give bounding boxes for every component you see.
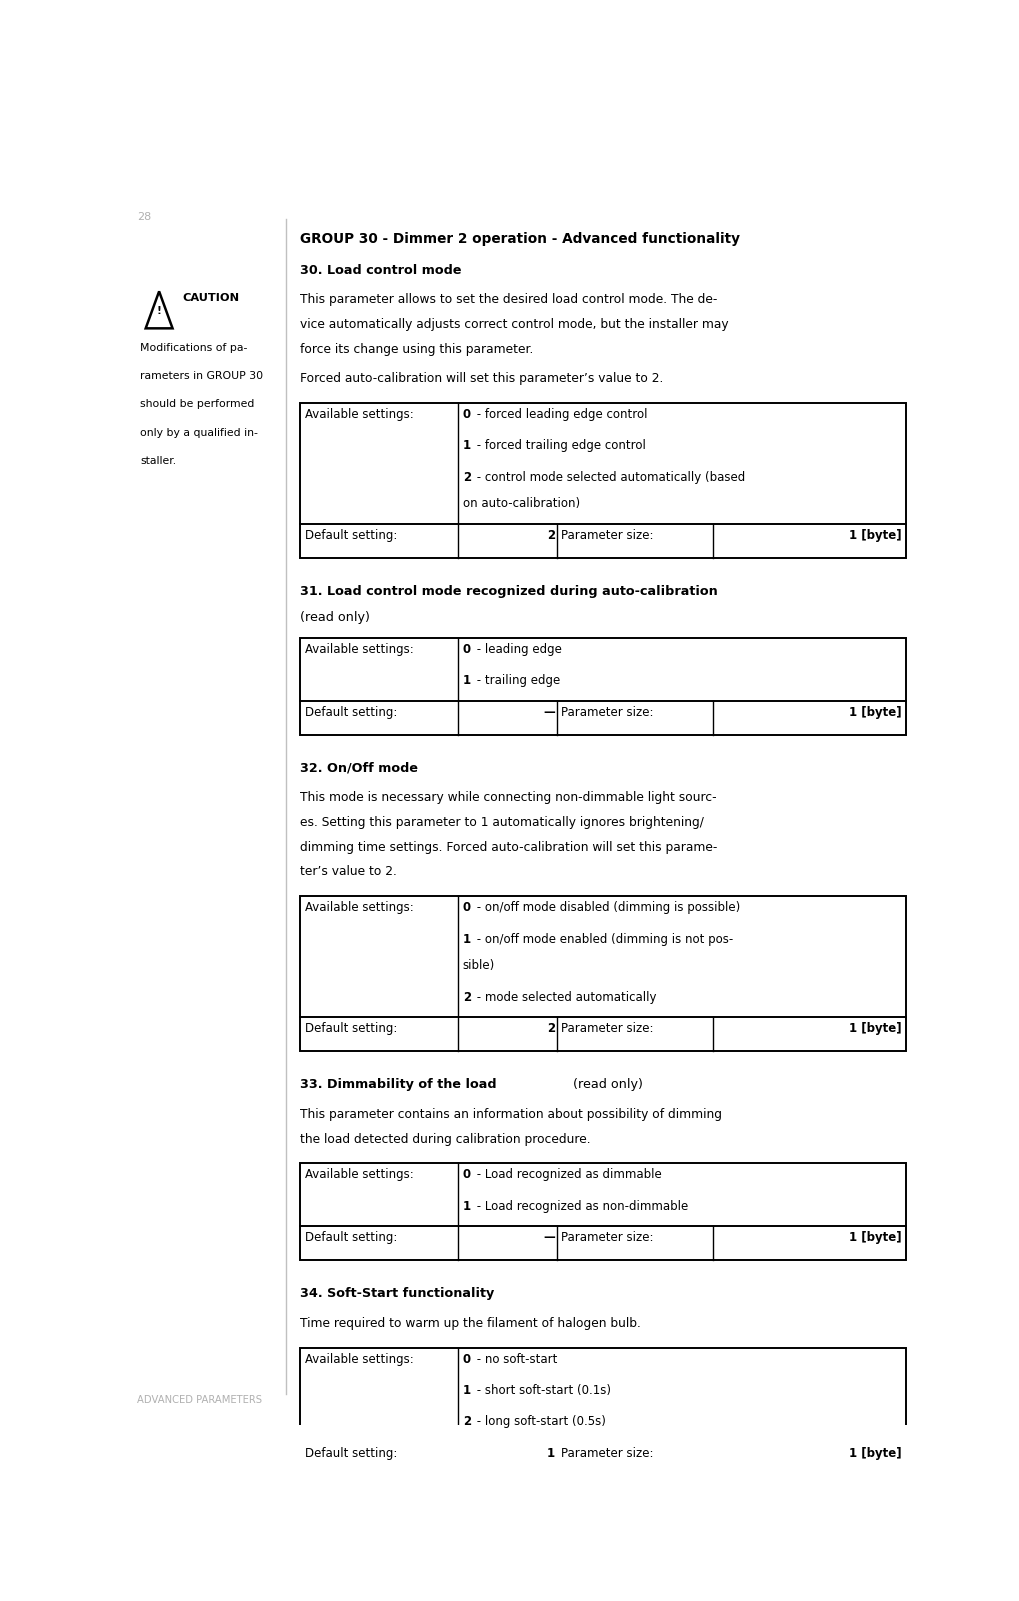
Text: staller.: staller.: [140, 456, 176, 466]
Text: Default setting:: Default setting:: [305, 706, 396, 719]
Text: —: —: [543, 706, 554, 719]
Text: CAUTION: CAUTION: [181, 293, 238, 303]
Text: 2: 2: [463, 991, 471, 1004]
Text: rameters in GROUP 30: rameters in GROUP 30: [140, 371, 263, 381]
Text: 2: 2: [546, 1021, 554, 1036]
Text: dimming time settings. Forced auto-calibration will set this parame-: dimming time settings. Forced auto-calib…: [300, 841, 716, 853]
Text: —: —: [543, 1231, 554, 1244]
Bar: [300, 1348, 905, 1476]
Text: 2: 2: [463, 471, 471, 484]
Text: Available settings:: Available settings:: [305, 408, 413, 421]
Text: Parameter size:: Parameter size:: [560, 1447, 653, 1460]
Text: - Load recognized as non-dimmable: - Load recognized as non-dimmable: [473, 1199, 688, 1212]
Text: Available settings:: Available settings:: [305, 644, 413, 656]
Text: only by a qualified in-: only by a qualified in-: [140, 427, 258, 437]
Text: on auto-calibration): on auto-calibration): [463, 498, 579, 511]
Text: 28: 28: [137, 211, 151, 223]
Text: GROUP 30 - Dimmer 2 operation - Advanced functionality: GROUP 30 - Dimmer 2 operation - Advanced…: [300, 232, 739, 245]
Bar: [300, 897, 905, 1052]
Text: Available settings:: Available settings:: [305, 1353, 413, 1366]
Text: ADVANCED PARAMETERS: ADVANCED PARAMETERS: [137, 1394, 262, 1406]
Text: - long soft-start (0.5s): - long soft-start (0.5s): [473, 1415, 605, 1428]
Text: should be performed: should be performed: [140, 399, 255, 410]
Text: 0: 0: [463, 408, 471, 421]
Text: - Load recognized as dimmable: - Load recognized as dimmable: [473, 1169, 661, 1182]
Text: - no soft-start: - no soft-start: [473, 1353, 556, 1366]
Text: 1: 1: [463, 1199, 471, 1212]
Text: Parameter size:: Parameter size:: [560, 706, 653, 719]
Text: Default setting:: Default setting:: [305, 1447, 396, 1460]
Text: 31. Load control mode recognized during auto-calibration: 31. Load control mode recognized during …: [300, 584, 717, 597]
Text: - short soft-start (0.1s): - short soft-start (0.1s): [473, 1383, 610, 1398]
Text: 1: 1: [463, 674, 471, 687]
Text: force its change using this parameter.: force its change using this parameter.: [300, 343, 533, 355]
Text: 0: 0: [463, 901, 471, 914]
Text: 1: 1: [463, 1383, 471, 1398]
Text: ter’s value to 2.: ter’s value to 2.: [300, 866, 396, 879]
Bar: [300, 1164, 905, 1260]
Text: Available settings:: Available settings:: [305, 1169, 413, 1182]
Text: Parameter size:: Parameter size:: [560, 528, 653, 541]
Text: Default setting:: Default setting:: [305, 1021, 396, 1036]
Text: 33. Dimmability of the load: 33. Dimmability of the load: [300, 1079, 496, 1092]
Text: vice automatically adjusts correct control mode, but the installer may: vice automatically adjusts correct contr…: [300, 319, 728, 331]
Text: - control mode selected automatically (based: - control mode selected automatically (b…: [473, 471, 745, 484]
Bar: [300, 637, 905, 735]
Text: - forced trailing edge control: - forced trailing edge control: [473, 439, 645, 453]
Text: 34. Soft-Start functionality: 34. Soft-Start functionality: [300, 1287, 493, 1300]
Bar: [300, 403, 905, 557]
Text: the load detected during calibration procedure.: the load detected during calibration pro…: [300, 1132, 590, 1146]
Text: Modifications of pa-: Modifications of pa-: [140, 343, 248, 352]
Text: - trailing edge: - trailing edge: [473, 674, 559, 687]
Text: (read only): (read only): [568, 1079, 642, 1092]
Text: 1 [byte]: 1 [byte]: [848, 1021, 901, 1036]
Text: - forced leading edge control: - forced leading edge control: [473, 408, 647, 421]
Text: 2: 2: [546, 528, 554, 541]
Text: Forced auto-calibration will set this parameter’s value to 2.: Forced auto-calibration will set this pa…: [300, 371, 662, 386]
Text: 0: 0: [463, 1353, 471, 1366]
Text: 1: 1: [463, 439, 471, 453]
Text: es. Setting this parameter to 1 automatically ignores brightening/: es. Setting this parameter to 1 automati…: [300, 817, 703, 829]
Text: - on/off mode disabled (dimming is possible): - on/off mode disabled (dimming is possi…: [473, 901, 740, 914]
Text: 1 [byte]: 1 [byte]: [848, 1231, 901, 1244]
Text: 0: 0: [463, 644, 471, 656]
Text: 30. Load control mode: 30. Load control mode: [300, 264, 461, 277]
Text: Time required to warm up the filament of halogen bulb.: Time required to warm up the filament of…: [300, 1318, 640, 1330]
Text: 1: 1: [546, 1447, 554, 1460]
Text: 2: 2: [463, 1415, 471, 1428]
Text: (read only): (read only): [300, 612, 369, 624]
Text: Default setting:: Default setting:: [305, 1231, 396, 1244]
Text: - mode selected automatically: - mode selected automatically: [473, 991, 656, 1004]
Text: 1 [byte]: 1 [byte]: [848, 706, 901, 719]
Text: sible): sible): [463, 959, 494, 972]
Text: Parameter size:: Parameter size:: [560, 1021, 653, 1036]
Text: 1 [byte]: 1 [byte]: [848, 1447, 901, 1460]
Text: 0: 0: [463, 1169, 471, 1182]
Text: 32. On/Off mode: 32. On/Off mode: [300, 762, 418, 775]
Text: !: !: [157, 306, 161, 315]
Text: 1: 1: [463, 933, 471, 946]
Text: This parameter allows to set the desired load control mode. The de-: This parameter allows to set the desired…: [300, 293, 716, 306]
Text: This mode is necessary while connecting non-dimmable light sourc-: This mode is necessary while connecting …: [300, 791, 715, 804]
Text: - leading edge: - leading edge: [473, 644, 561, 656]
Text: 1 [byte]: 1 [byte]: [848, 528, 901, 541]
Text: This parameter contains an information about possibility of dimming: This parameter contains an information a…: [300, 1108, 721, 1121]
Text: - on/off mode enabled (dimming is not pos-: - on/off mode enabled (dimming is not po…: [473, 933, 733, 946]
Text: Parameter size:: Parameter size:: [560, 1231, 653, 1244]
Text: Default setting:: Default setting:: [305, 528, 396, 541]
Text: Available settings:: Available settings:: [305, 901, 413, 914]
